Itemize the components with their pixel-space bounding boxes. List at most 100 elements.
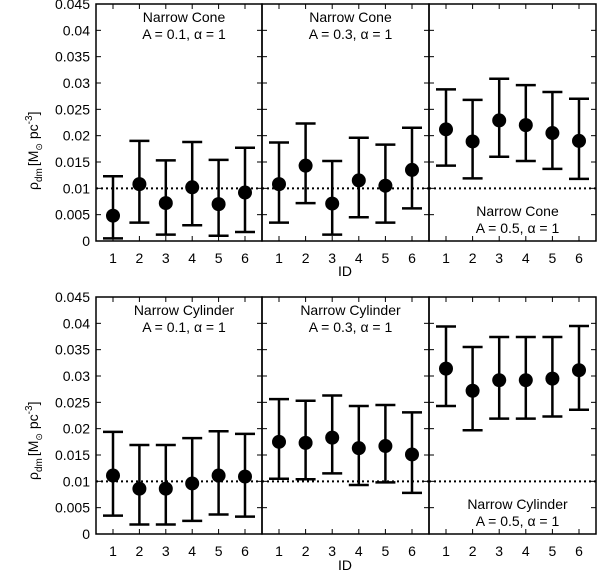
data-point xyxy=(572,363,586,378)
y-tick-label: 0.025 xyxy=(55,101,90,117)
y-title-rho: ρ xyxy=(25,182,41,190)
y-tick-label: 0.03 xyxy=(63,75,90,91)
x-tick-label: 3 xyxy=(495,250,503,266)
data-point xyxy=(272,434,286,449)
data-point xyxy=(185,476,200,491)
x-tick-label: 2 xyxy=(469,543,477,559)
x-tick-label: 3 xyxy=(162,250,170,266)
y-tick-label: 0.02 xyxy=(63,128,90,144)
y-tick-label: 0.015 xyxy=(55,154,90,170)
x-tick-label: 3 xyxy=(328,543,336,559)
panel-label-params: A = 0.5, α = 1 xyxy=(476,220,560,236)
y-title-close: ] xyxy=(25,112,41,116)
panel-label-params: A = 0.1, α = 1 xyxy=(142,26,226,42)
y-tick-label: 0.005 xyxy=(55,500,90,516)
panel-label-params: A = 0.5, α = 1 xyxy=(476,513,560,529)
data-point xyxy=(518,118,533,133)
y-title-sun: ⊙ xyxy=(34,143,44,151)
y-title-rho: ρ xyxy=(25,472,41,480)
data-point xyxy=(158,196,173,211)
data-point xyxy=(465,383,480,398)
panel-label-params: A = 0.3, α = 1 xyxy=(309,319,393,335)
x-tick-label: 1 xyxy=(109,543,117,559)
y-tick-label: 0.045 xyxy=(55,289,90,305)
x-tick-label: 6 xyxy=(408,250,416,266)
x-tick-label: 2 xyxy=(136,543,144,559)
data-point xyxy=(545,126,560,141)
panel-label-params: A = 0.1, α = 1 xyxy=(142,319,226,335)
data-point xyxy=(211,197,226,212)
data-point xyxy=(518,373,533,388)
panel-frame xyxy=(428,3,597,242)
y-tick-label: 0.005 xyxy=(55,207,90,223)
y-axis-title-bottom: ρdm[M⊙ pc-3] xyxy=(24,402,45,480)
y-title-exp: -3 xyxy=(24,405,35,414)
panel-label-title: Narrow Cylinder xyxy=(467,496,568,512)
y-tick-label: 0.045 xyxy=(55,0,90,12)
y-title-units: [M xyxy=(25,151,41,167)
y-tick-label: 0.01 xyxy=(63,473,90,489)
x-tick-label: 5 xyxy=(549,543,557,559)
y-tick-label: 0.03 xyxy=(63,368,90,384)
panel-frame xyxy=(428,296,597,535)
data-point xyxy=(298,158,313,173)
x-tick-label: 4 xyxy=(522,543,530,559)
data-point xyxy=(132,481,147,496)
x-tick-label: 6 xyxy=(575,250,583,266)
x-tick-label: 2 xyxy=(136,250,144,266)
data-point xyxy=(211,468,226,483)
data-point xyxy=(106,468,120,483)
x-tick-label: 1 xyxy=(275,250,283,266)
x-tick-label: 4 xyxy=(355,543,363,559)
y-tick-label: 0.01 xyxy=(63,180,90,196)
data-point xyxy=(439,122,453,137)
y-title-units: [M xyxy=(25,441,41,457)
x-tick-label: 5 xyxy=(382,543,390,559)
x-tick-label: 3 xyxy=(162,543,170,559)
data-point xyxy=(378,439,393,454)
x-tick-label: 6 xyxy=(408,543,416,559)
data-point xyxy=(272,177,286,192)
data-point xyxy=(378,178,393,193)
y-title-sun: ⊙ xyxy=(34,433,44,441)
x-tick-label: 3 xyxy=(328,250,336,266)
x-tick-label: 6 xyxy=(241,543,249,559)
y-title-exp: -3 xyxy=(24,115,35,124)
data-point xyxy=(439,361,453,376)
y-tick-label: 0.015 xyxy=(55,447,90,463)
data-point xyxy=(351,441,366,456)
plot-layer: 00.0050.010.0150.020.0250.030.0350.040.0… xyxy=(55,0,597,559)
data-point xyxy=(298,435,313,450)
y-title-sub: dm xyxy=(34,168,45,182)
data-point xyxy=(238,469,252,484)
x-tick-label: 1 xyxy=(442,543,450,559)
x-tick-label: 1 xyxy=(275,543,283,559)
panel-label-title: Narrow Cylinder xyxy=(134,302,235,318)
panel-label-title: Narrow Cone xyxy=(476,203,559,219)
data-point xyxy=(492,113,507,128)
data-point xyxy=(325,430,340,445)
x-tick-label: 3 xyxy=(495,543,503,559)
panel-label-title: Narrow Cone xyxy=(309,9,392,25)
data-point xyxy=(351,173,366,188)
y-title-sub: dm xyxy=(34,458,45,472)
y-tick-label: 0.035 xyxy=(55,342,90,358)
x-tick-label: 1 xyxy=(442,250,450,266)
data-point xyxy=(572,133,586,148)
data-point xyxy=(132,177,147,192)
x-tick-label: 2 xyxy=(469,250,477,266)
data-point xyxy=(325,196,340,211)
y-tick-label: 0.02 xyxy=(63,421,90,437)
y-tick-label: 0 xyxy=(82,233,90,249)
data-point xyxy=(405,162,419,177)
y-title-close: ] xyxy=(25,402,41,406)
data-point xyxy=(545,371,560,386)
y-axis-title-top: ρdm[M⊙ pc-3] xyxy=(24,112,45,190)
y-tick-label: 0.04 xyxy=(63,315,90,331)
data-point xyxy=(106,208,120,223)
